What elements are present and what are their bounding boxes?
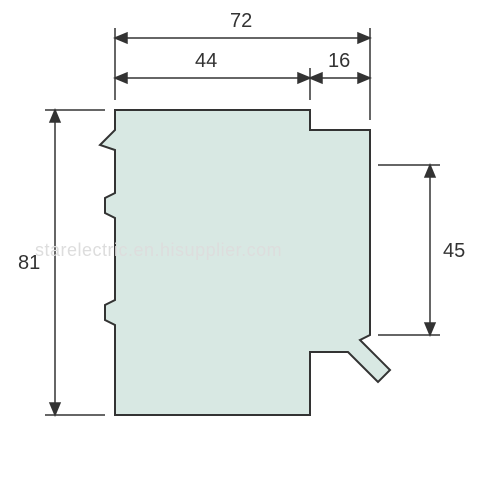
dim-left-height [45, 110, 105, 415]
label-top-overall: 72 [230, 10, 252, 33]
label-top-inner: 44 [195, 50, 217, 73]
watermark-text: starelectric.en.hisupplier.com [35, 240, 282, 261]
dim-right-height [378, 165, 440, 335]
label-right-height: 45 [443, 240, 465, 263]
component-outline [100, 110, 390, 415]
dim-top-overall [115, 28, 370, 120]
label-top-right: 16 [328, 50, 350, 73]
